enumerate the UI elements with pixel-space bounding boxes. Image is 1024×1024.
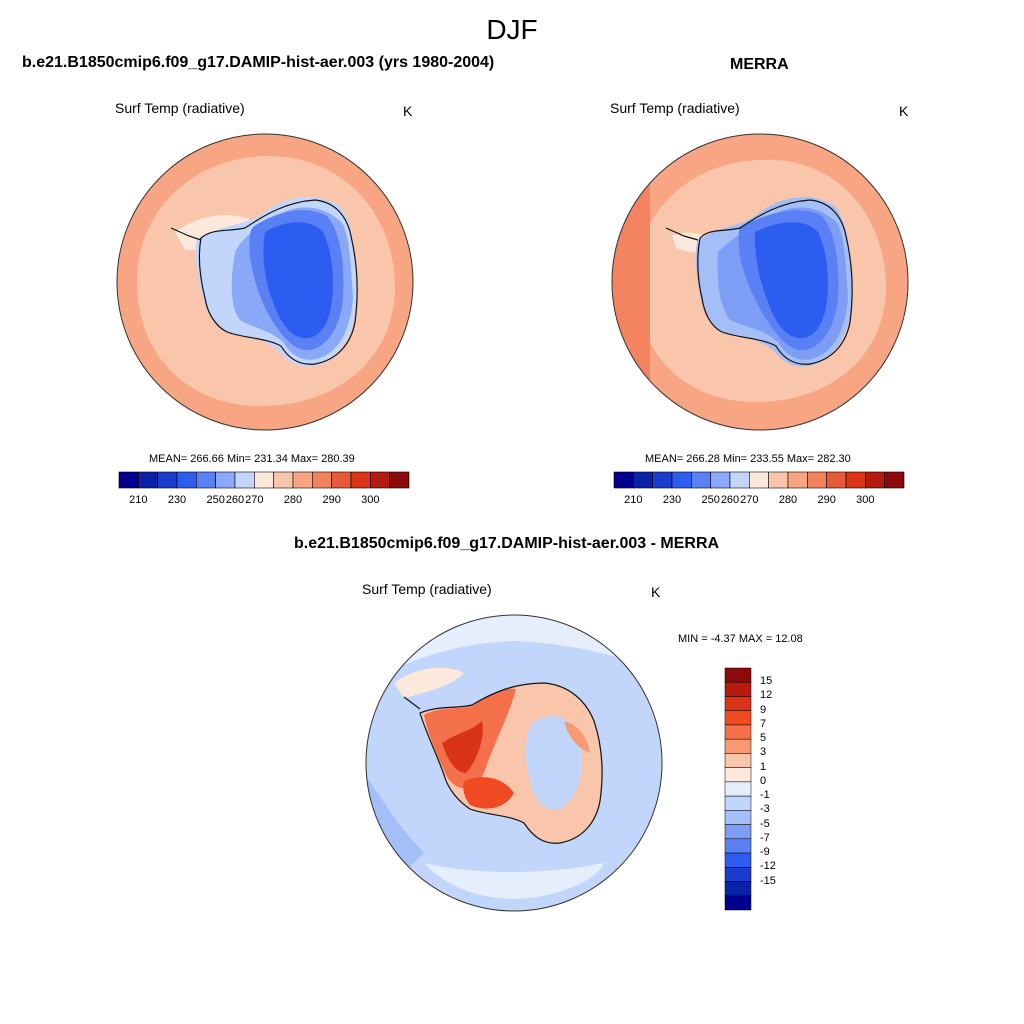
- colorbar-swatch: [350, 471, 371, 489]
- colorbar-swatch: [691, 471, 711, 489]
- colorbar-swatch: [671, 471, 692, 489]
- colorbar-swatch: [749, 471, 769, 489]
- colorbar-swatch: [787, 471, 808, 489]
- diff-colorbar-swatch: [724, 810, 752, 825]
- diff-colorbar-swatch: [724, 696, 752, 711]
- diff-colorbar-swatch: [724, 710, 752, 726]
- diff-colorbar-tick-label: 12: [760, 689, 773, 702]
- panel-1-colorbar: [118, 471, 410, 489]
- diff-colorbar-swatch: [724, 824, 752, 840]
- colorbar-swatch: [331, 471, 352, 489]
- colorbar-swatch: [768, 471, 789, 489]
- colorbar-swatch: [138, 471, 158, 489]
- diff-colorbar-tick-label: -15: [760, 874, 776, 887]
- colorbar-tick-label: 250: [701, 494, 720, 506]
- colorbar-swatch: [884, 471, 905, 489]
- colorbar-swatch: [710, 471, 731, 489]
- colorbar-tick-label: 260: [720, 494, 740, 506]
- colorbar-tick-label: 260: [225, 494, 245, 506]
- panel-1-map: [116, 133, 414, 431]
- colorbar-tick-label: 250: [206, 494, 225, 506]
- colorbar-swatch: [176, 471, 197, 489]
- colorbar-swatch: [389, 471, 410, 489]
- diff-colorbar-swatch: [724, 753, 752, 768]
- colorbar-tick-label: 300: [361, 494, 380, 506]
- colorbar-tick-label: 210: [624, 494, 643, 506]
- diff-colorbar-tick-label: -12: [760, 860, 776, 873]
- diff-colorbar-tick-label: 1: [760, 760, 767, 773]
- diff-colorbar-swatch: [724, 881, 752, 897]
- colorbar-tick-label: 270: [245, 494, 264, 506]
- diff-colorbar-tick-label: -5: [760, 817, 770, 830]
- diff-colorbar-swatch: [724, 767, 752, 783]
- diff-colorbar-swatch: [724, 738, 752, 754]
- panel-2-stats: MEAN= 266.28 Min= 233.55 Max= 282.30: [645, 453, 851, 465]
- diff-colorbar-tick-label: -7: [760, 831, 770, 844]
- colorbar-swatch: [292, 471, 313, 489]
- colorbar-swatch: [312, 471, 332, 489]
- colorbar-tick-label: 280: [283, 494, 303, 506]
- panel-2-variable: Surf Temp (radiative): [610, 100, 740, 116]
- colorbar-tick-label: 300: [856, 494, 875, 506]
- diff-colorbar-swatch: [724, 681, 752, 697]
- panel-1-variable: Surf Temp (radiative): [115, 100, 245, 116]
- colorbar-swatch: [729, 471, 750, 489]
- diff-colorbar-swatch: [724, 895, 752, 911]
- colorbar-tick-label: 230: [662, 494, 682, 506]
- diff-colorbar-tick-label: 15: [760, 675, 773, 688]
- colorbar-swatch: [273, 471, 294, 489]
- colorbar-swatch: [807, 471, 827, 489]
- colorbar-swatch: [613, 471, 634, 489]
- diff-colorbar-tick-label: -3: [760, 803, 770, 816]
- colorbar-swatch: [234, 471, 255, 489]
- diff-colorbar-tick-label: -1: [760, 789, 770, 802]
- colorbar-swatch: [652, 471, 673, 489]
- diff-colorbar-swatch: [724, 781, 752, 797]
- colorbar-tick-label: 290: [817, 494, 836, 506]
- diff-colorbar: [724, 667, 752, 911]
- panel-3-variable: Surf Temp (radiative): [362, 581, 492, 597]
- panel-2-units: K: [899, 103, 909, 119]
- colorbar-tick-label: 230: [167, 494, 187, 506]
- panel-3-stats: MIN = -4.37 MAX = 12.08: [678, 633, 803, 645]
- colorbar-swatch: [865, 471, 885, 489]
- colorbar-swatch: [215, 471, 236, 489]
- colorbar-swatch: [254, 471, 274, 489]
- panel-3-units: K: [651, 584, 661, 600]
- colorbar-tick-label: 270: [740, 494, 759, 506]
- colorbar-tick-label: 280: [778, 494, 798, 506]
- colorbar-swatch: [118, 471, 139, 489]
- diff-colorbar-tick-label: -9: [760, 846, 770, 859]
- panel-3-title: b.e21.B1850cmip6.f09_g17.DAMIP-hist-aer.…: [294, 535, 720, 552]
- colorbar-swatch: [845, 471, 866, 489]
- diff-colorbar-swatch: [724, 795, 752, 811]
- diff-colorbar-swatch: [724, 838, 752, 854]
- panel-3-map: [365, 614, 663, 912]
- colorbar-tick-label: 210: [129, 494, 148, 506]
- main-title: DJF: [486, 14, 538, 45]
- panel-1-stats: MEAN= 266.66 Min= 231.34 Max= 280.39: [149, 453, 355, 465]
- diff-colorbar-tick-label: 7: [760, 717, 767, 730]
- panel-2-map: [611, 133, 909, 431]
- diff-colorbar-swatch: [724, 852, 752, 868]
- diff-colorbar-swatch: [724, 724, 752, 740]
- diff-colorbar-tick-label: 3: [760, 746, 767, 759]
- diff-colorbar-swatch: [724, 867, 752, 882]
- diff-colorbar-tick-label: 0: [760, 774, 767, 787]
- colorbar-swatch: [633, 471, 653, 489]
- colorbar-tick-label: 290: [322, 494, 341, 506]
- colorbar-swatch: [370, 471, 390, 489]
- panel-2-colorbar: [613, 471, 905, 489]
- colorbar-swatch: [826, 471, 847, 489]
- diff-colorbar-swatch: [724, 667, 752, 683]
- diff-colorbar-tick-label: 9: [760, 703, 767, 716]
- panel-1-units: K: [403, 103, 413, 119]
- diff-colorbar-tick-label: 5: [760, 732, 767, 745]
- panel-2-title: MERRA: [730, 56, 789, 73]
- colorbar-swatch: [157, 471, 178, 489]
- panel-1-title: b.e21.B1850cmip6.f09_g17.DAMIP-hist-aer.…: [22, 54, 495, 71]
- colorbar-swatch: [196, 471, 216, 489]
